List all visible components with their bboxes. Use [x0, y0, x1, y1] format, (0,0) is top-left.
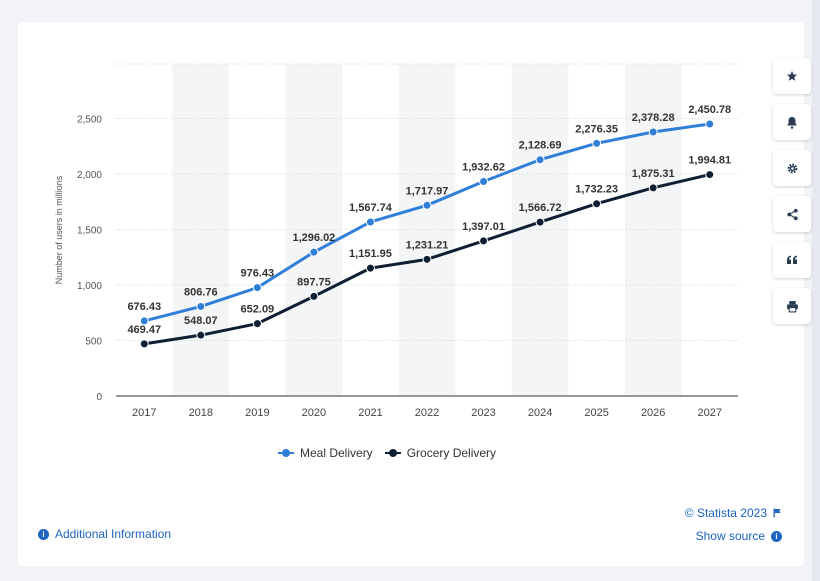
- data-label: 1,567.74: [349, 202, 393, 214]
- favorite-button[interactable]: [773, 58, 811, 94]
- data-point[interactable]: [705, 119, 715, 129]
- data-point[interactable]: [196, 330, 206, 340]
- settings-button[interactable]: [773, 150, 811, 186]
- y-tick-label: 2,000: [77, 170, 102, 181]
- bell-icon: [787, 116, 797, 129]
- copyright-text: © Statista 2023: [684, 506, 767, 520]
- legend-swatch-meal: [278, 448, 294, 458]
- notification-button[interactable]: [773, 104, 811, 140]
- data-point[interactable]: [535, 217, 545, 227]
- legend-item-meal-delivery[interactable]: Meal Delivery: [278, 446, 373, 460]
- x-tick-label: 2027: [697, 407, 721, 419]
- cite-button[interactable]: [773, 242, 811, 278]
- chart-card: 0 500 1,000 1,500 2,000 2,500 2017 2018 2019 2020…: [18, 22, 811, 566]
- data-label: 1,296.02: [292, 232, 335, 244]
- data-point[interactable]: [139, 339, 149, 349]
- chart-legend: Meal Delivery Grocery Delivery: [278, 444, 496, 462]
- data-label: 2,450.78: [688, 104, 731, 116]
- data-point[interactable]: [648, 183, 658, 193]
- data-label: 1,717.97: [406, 185, 449, 197]
- data-label: 2,378.28: [632, 112, 675, 124]
- data-point[interactable]: [365, 263, 375, 273]
- x-tick-label: 2021: [358, 407, 382, 419]
- x-tick-label: 2026: [641, 407, 665, 419]
- data-label: 1,732.23: [575, 184, 618, 196]
- x-tick-label: 2025: [584, 407, 608, 419]
- data-point[interactable]: [422, 200, 432, 210]
- y-tick-label: 1,000: [77, 281, 102, 292]
- line-chart: 0 500 1,000 1,500 2,000 2,500 2017 2018 2019 2020…: [54, 63, 738, 419]
- data-point[interactable]: [592, 199, 602, 209]
- data-label: 1,566.72: [519, 202, 562, 214]
- data-point[interactable]: [479, 176, 489, 186]
- data-label: 897.75: [297, 276, 331, 288]
- x-tick-label: 2017: [132, 407, 156, 419]
- data-point[interactable]: [648, 127, 658, 137]
- quote-icon: [787, 255, 797, 264]
- info-icon: i: [771, 530, 782, 542]
- info-icon: i: [38, 528, 49, 540]
- print-button[interactable]: [773, 288, 811, 324]
- data-point[interactable]: [309, 291, 319, 301]
- y-axis-title: Number of users in millions: [54, 175, 64, 284]
- x-tick-label: 2020: [302, 407, 326, 419]
- column-band: [285, 64, 343, 396]
- column-band: [398, 64, 456, 396]
- data-label: 2,128.69: [519, 140, 562, 152]
- data-point[interactable]: [592, 138, 602, 148]
- gear-icon: [787, 163, 797, 173]
- y-tick-label: 500: [85, 337, 102, 348]
- chart-toolbar: [773, 58, 811, 334]
- data-label: 652.09: [241, 304, 275, 316]
- x-tick-label: 2018: [189, 407, 213, 419]
- share-icon: [786, 208, 798, 220]
- data-point[interactable]: [479, 236, 489, 246]
- x-tick-label: 2022: [415, 407, 439, 419]
- data-point[interactable]: [422, 254, 432, 264]
- show-source-link[interactable]: Show source i: [696, 529, 782, 543]
- data-point[interactable]: [252, 283, 262, 293]
- scrollbar-track[interactable]: [812, 0, 820, 581]
- data-label: 1,231.21: [406, 239, 449, 251]
- data-label: 1,875.31: [632, 168, 675, 180]
- data-point[interactable]: [705, 170, 715, 180]
- data-label: 1,151.95: [349, 248, 392, 260]
- star-icon: [787, 71, 797, 81]
- x-tick-label: 2023: [471, 407, 495, 419]
- data-label: 806.76: [184, 286, 218, 298]
- data-point[interactable]: [309, 247, 319, 257]
- additional-information-link[interactable]: i Additional Information: [38, 527, 171, 541]
- data-point[interactable]: [535, 155, 545, 165]
- share-button[interactable]: [773, 196, 811, 232]
- x-tick-label: 2024: [528, 407, 552, 419]
- data-label: 469.47: [127, 324, 161, 336]
- print-icon: [786, 300, 798, 312]
- legend-label: Meal Delivery: [300, 446, 373, 460]
- x-tick-label: 2019: [245, 407, 269, 419]
- data-label: 548.07: [184, 315, 218, 327]
- y-tick-label: 2,500: [77, 115, 102, 126]
- legend-label: Grocery Delivery: [406, 446, 497, 460]
- legend-swatch-grocery: [384, 448, 401, 458]
- additional-information-label: Additional Information: [55, 527, 172, 541]
- legend-item-grocery-delivery[interactable]: Grocery Delivery: [384, 446, 497, 460]
- data-point[interactable]: [139, 316, 149, 326]
- data-point[interactable]: [196, 301, 206, 311]
- data-point[interactable]: [252, 319, 262, 329]
- data-label: 976.43: [241, 268, 275, 280]
- flag-icon: [773, 508, 781, 518]
- show-source-label: Show source: [695, 529, 765, 543]
- data-label: 676.43: [127, 301, 161, 313]
- data-point[interactable]: [365, 217, 375, 227]
- data-label: 1,397.01: [462, 221, 505, 233]
- copyright-link[interactable]: © Statista 2023: [685, 506, 782, 520]
- data-label: 1,932.62: [462, 161, 505, 173]
- y-tick-label: 1,500: [77, 226, 102, 237]
- y-tick-label: 0: [96, 392, 102, 403]
- data-label: 2,276.35: [575, 123, 618, 135]
- data-label: 1,994.81: [688, 155, 731, 167]
- page-top-strip: [0, 0, 820, 22]
